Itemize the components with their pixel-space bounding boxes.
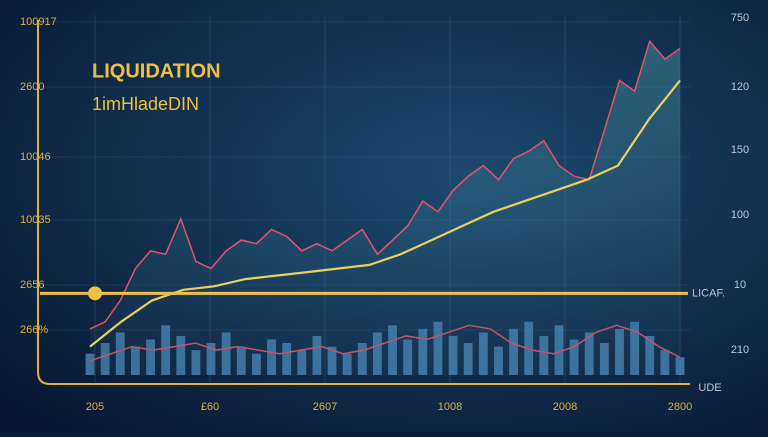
chart-subtitle: 1imHladeDIN (92, 94, 199, 114)
price-line (89, 39, 681, 330)
chart-title: LIQUIDATION (92, 60, 221, 82)
x-tick-label: 2008 (553, 401, 577, 413)
left-axis-label: 100917 (20, 16, 57, 28)
right-axis-label: 10 (734, 279, 746, 291)
left-axis-label: 2656 (20, 279, 44, 291)
left-axis-label: 10046 (20, 151, 51, 163)
right-axis-label: 150 (731, 144, 749, 156)
level-label: LICAF. (692, 287, 725, 299)
plot: 205 £60 2607 1008 2008 2800 100917 2600 10046 100… (20, 12, 749, 413)
x-tick-label: 2607 (313, 401, 337, 413)
left-axis-label: 2600 (20, 81, 44, 93)
corner-label: UDE (698, 382, 721, 394)
axis-frame (37, 20, 690, 385)
average-line (89, 79, 681, 348)
right-axis-label: 120 (731, 81, 749, 93)
price-area (90, 41, 680, 376)
left-axis-label: 10035 (20, 214, 51, 226)
x-tick-label: £60 (201, 401, 219, 413)
right-axis-label: 210 (731, 344, 749, 356)
x-tick-label: 205 (86, 401, 104, 413)
right-axis-label: 100 (731, 209, 749, 221)
x-tick-label: 2800 (668, 401, 692, 413)
level-dot (88, 286, 102, 301)
x-tick-label: 1008 (438, 401, 462, 413)
right-axis-label: 750 (731, 12, 749, 24)
left-axis-label: 266% (20, 324, 48, 336)
